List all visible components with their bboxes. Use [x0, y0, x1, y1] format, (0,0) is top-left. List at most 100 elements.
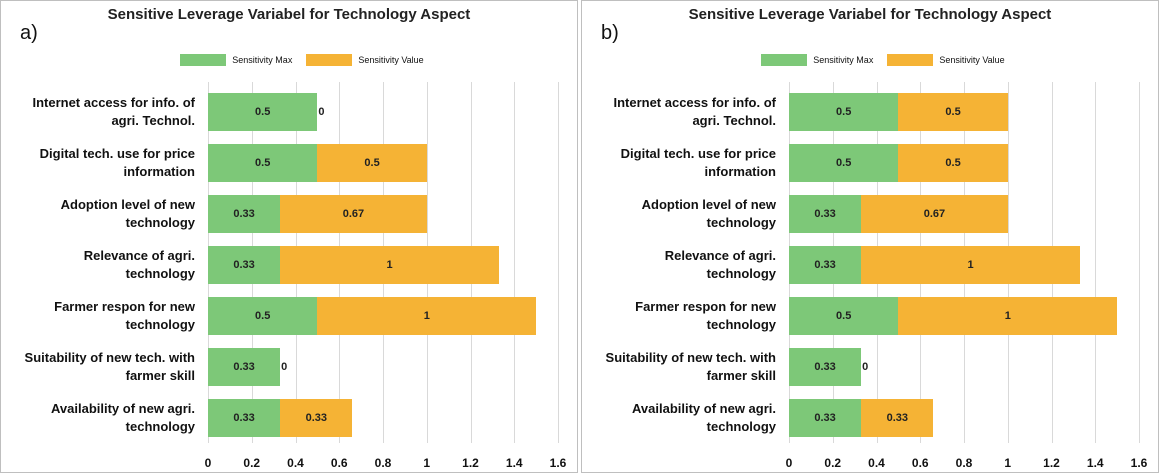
value-label: 0.5 [364, 156, 380, 169]
category-label: Farmer respon for new technology [54, 298, 195, 332]
category-label: Digital tech. use for price information [39, 145, 195, 179]
bar-segment [208, 92, 318, 131]
x-tick-label: 0.6 [911, 456, 929, 470]
x-tick-label: 0.4 [287, 456, 304, 470]
value-label: 0.67 [342, 207, 365, 220]
legend-item: Sensitivity Value [306, 54, 424, 66]
chart-title: Sensitive Leverage Variabel for Technolo… [688, 6, 1052, 23]
value-label: 1 [967, 258, 974, 271]
x-tick-label: 1 [1004, 456, 1012, 470]
legend-label: Sensitivity Value [358, 55, 424, 65]
grid-line [558, 82, 559, 443]
value-label: 0.5 [945, 105, 961, 118]
chart-title: Sensitive Leverage Variabel for Technolo… [107, 6, 471, 23]
value-label: 0.5 [255, 309, 271, 322]
value-label: 0 [318, 105, 325, 118]
bar-segment [861, 398, 934, 437]
x-tick-label: 0.2 [824, 456, 842, 470]
x-tick-label: 0.4 [868, 456, 885, 470]
category-label: Suitability of new tech. with farmer ski… [24, 349, 195, 383]
legend: Sensitivity Max Sensitivity Value [753, 54, 1013, 66]
value-label: 1 [423, 309, 430, 322]
bar-segment [280, 398, 353, 437]
value-label: 0.33 [814, 258, 836, 271]
legend-swatch [761, 54, 808, 66]
category-label: Adoption level of new technology [60, 196, 195, 230]
x-tick-label: 0 [785, 456, 793, 470]
x-tick-label: 0.6 [330, 456, 348, 470]
value-label: 0.5 [836, 156, 852, 169]
bar-segment [208, 296, 318, 335]
bar-segment [789, 398, 862, 437]
bar-segment [208, 347, 281, 386]
value-label: 0.5 [255, 156, 271, 169]
x-tick-label: 0.8 [374, 456, 392, 470]
value-label: 0.5 [836, 105, 852, 118]
legend-label: Sensitivity Value [939, 55, 1005, 65]
value-label: 0.33 [814, 207, 836, 220]
legend-label: Sensitivity Max [813, 55, 874, 65]
bar-segment [898, 92, 1008, 131]
value-label: 0.33 [233, 411, 255, 424]
bar-segment [208, 245, 281, 284]
bar-segment [861, 245, 1080, 284]
category-label: Digital tech. use for price information [620, 145, 776, 179]
grid-line [1139, 82, 1140, 443]
value-label: 0.5 [255, 105, 271, 118]
value-label: 0 [281, 360, 288, 373]
legend-label: Sensitivity Max [232, 55, 293, 65]
x-tick-label: 0.2 [243, 456, 261, 470]
legend-item: Sensitivity Max [180, 54, 292, 66]
category-label: Suitability of new tech. with farmer ski… [605, 349, 776, 383]
x-tick-label: 0.8 [955, 456, 973, 470]
bar-segment [898, 143, 1008, 182]
panel-label: a) [20, 22, 38, 44]
bar-segment [789, 194, 862, 233]
value-label: 0.33 [814, 360, 836, 373]
category-label: Adoption level of new technology [641, 196, 776, 230]
legend-item: Sensitivity Max [761, 54, 873, 66]
category-label: Internet access for info. of agri. Techn… [613, 94, 776, 128]
category-label: Internet access for info. of agri. Techn… [32, 94, 195, 128]
category-label: Relevance of agri. technology [83, 247, 195, 281]
bar-segment [789, 143, 899, 182]
x-tick-label: 1.6 [1130, 456, 1148, 470]
category-label: Availability of new agri. technology [632, 400, 776, 434]
legend-swatch [180, 54, 227, 66]
legend-swatch [887, 54, 934, 66]
bar-segment [789, 245, 862, 284]
x-tick-label: 1.4 [505, 456, 523, 470]
bar-segment [208, 398, 281, 437]
legend: Sensitivity Max Sensitivity Value [172, 54, 432, 66]
bar-segment [898, 296, 1118, 335]
x-tick-label: 1.6 [549, 456, 567, 470]
panel-label: b) [601, 22, 619, 44]
value-label: 1 [1004, 309, 1011, 322]
value-label: 1 [386, 258, 393, 271]
grid-line [514, 82, 516, 443]
bar-segment [789, 92, 899, 131]
x-tick-label: 1.2 [1043, 456, 1060, 470]
value-label: 0.5 [945, 156, 961, 169]
bar-segment [789, 296, 899, 335]
x-tick-label: 1.4 [1086, 456, 1104, 470]
value-label: 0.33 [886, 411, 908, 424]
value-label: 0.33 [305, 411, 327, 424]
bar-segment [317, 296, 537, 335]
grid-line [1095, 82, 1097, 443]
bar-segment [280, 194, 427, 233]
bar-segment [208, 194, 281, 233]
legend-item: Sensitivity Value [887, 54, 1005, 66]
value-label: 0.33 [233, 360, 255, 373]
bar-segment [280, 245, 499, 284]
value-label: 0.33 [233, 258, 255, 271]
value-label: 0.33 [233, 207, 255, 220]
value-label: 0.5 [836, 309, 852, 322]
bar-segment [789, 347, 862, 386]
bar-segment [317, 143, 427, 182]
legend-swatch [306, 54, 353, 66]
category-label: Farmer respon for new technology [635, 298, 776, 332]
x-tick-label: 1.2 [462, 456, 479, 470]
x-tick-label: 1 [423, 456, 431, 470]
